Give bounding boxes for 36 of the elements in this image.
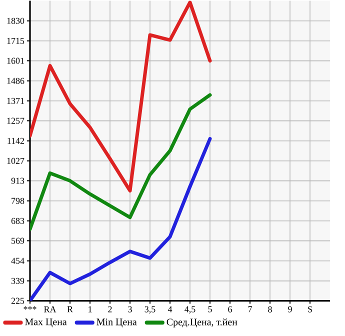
x-tick-label: 2 [108,306,112,312]
x-tick-label: 1 [88,306,92,312]
x-tick-label: 5 [208,306,212,312]
y-tick-label: 1142 [8,138,24,144]
x-tick-label: 3 [128,306,132,312]
x-tick-label: RA [44,306,56,312]
line-series [30,137,212,301]
y-tick-label: 1601 [7,58,24,64]
legend-label: Min Цена [96,318,137,328]
y-tick-label: 798 [12,198,24,204]
y-tick-label: 225 [11,298,24,304]
x-tick-label: 3,5 [144,306,156,314]
x-tick-label: 6 [228,306,232,312]
y-tick-label: 683 [11,218,24,224]
y-tick-label: 1371 [7,98,24,104]
y-tick-label: 339 [11,278,24,284]
x-tick-label: S [308,306,312,312]
y-tick-label: 1715 [7,38,24,44]
y-tick-label: 913 [11,178,24,184]
legend-label: Max Цена [25,318,67,328]
line-series [30,0,212,193]
y-tick-label: 454 [11,258,24,264]
x-tick-label: 7 [248,306,252,312]
line-series [30,93,212,231]
y-tick-label: 1486 [7,78,24,84]
y-tick-label: 1257 [7,118,24,124]
x-tick-label: *** [24,306,36,310]
legend-label: Сред.Цена, т.йен [166,318,238,328]
x-tick-label: R [67,306,73,312]
x-tick-label: 4,5 [184,306,196,314]
y-tick-label: 1830 [7,18,24,24]
y-tick-label: 1027 [7,158,24,164]
x-tick-label: 9 [288,306,292,312]
x-tick-label: 4 [168,306,172,312]
x-tick-label: 8 [268,306,272,312]
y-tick-label: 569 [12,238,24,244]
